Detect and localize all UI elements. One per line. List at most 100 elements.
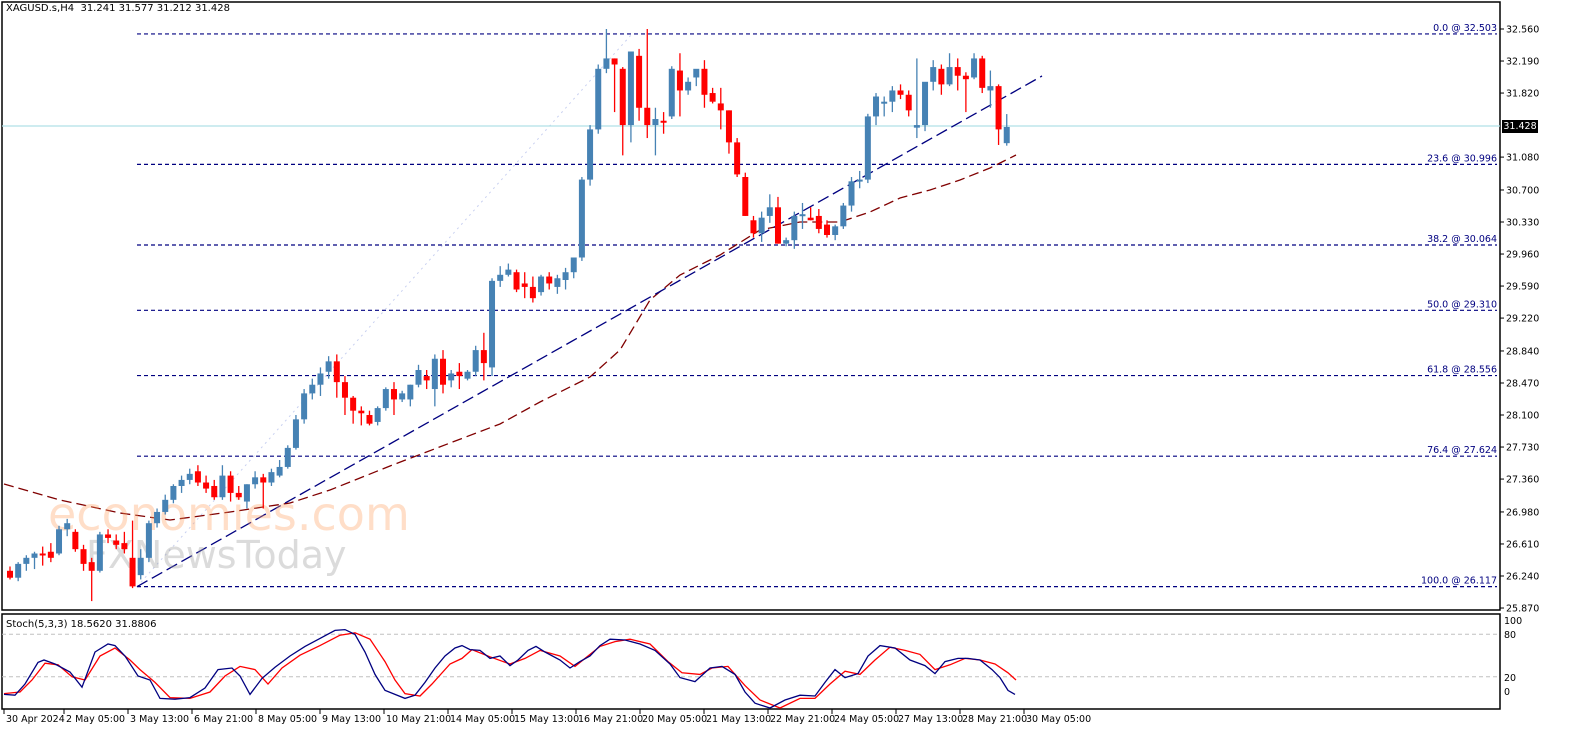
candle — [513, 269, 520, 293]
candle — [497, 266, 504, 287]
fib-level-label: 61.8 @ 28.556 — [1427, 365, 1497, 376]
candle — [824, 220, 830, 238]
candle — [1003, 114, 1010, 146]
candle — [464, 370, 471, 381]
candle — [676, 53, 683, 117]
candle — [317, 367, 324, 396]
candle — [64, 518, 71, 537]
candle — [668, 66, 675, 120]
candle — [840, 202, 847, 229]
time-tick: 30 May 05:00 — [1026, 714, 1091, 725]
candle — [783, 237, 790, 247]
fib-level-label: 38.2 @ 30.064 — [1427, 234, 1497, 245]
fib-level-label: 100.0 @ 26.117 — [1421, 576, 1497, 587]
candle — [350, 395, 357, 424]
symbol-label: XAGUSD.s,H4 — [6, 3, 75, 14]
price-tick: 29.590 — [1506, 282, 1539, 293]
time-tick: 16 May 21:00 — [578, 714, 643, 725]
candle — [538, 274, 545, 296]
candle — [873, 93, 880, 126]
time-tick: 27 May 13:00 — [898, 714, 963, 725]
candle — [799, 202, 806, 229]
candle — [570, 257, 577, 279]
candle — [889, 86, 896, 113]
candle — [644, 29, 651, 139]
fib-level-label: 0.0 @ 32.503 — [1433, 23, 1497, 34]
candle — [587, 125, 594, 186]
candle — [235, 485, 242, 500]
time-tick: 2 May 05:00 — [66, 714, 125, 725]
stochastic-oscillator: 100 80 20 0 — [2, 616, 1522, 709]
time-tick: 14 May 05:00 — [450, 714, 515, 725]
candle — [72, 529, 79, 552]
price-tick: 31.080 — [1506, 153, 1539, 164]
candle — [971, 53, 978, 80]
candle — [701, 60, 708, 108]
candle — [121, 531, 128, 554]
candle — [709, 87, 716, 104]
candle — [954, 58, 961, 91]
candle — [145, 520, 152, 563]
candle — [905, 90, 912, 117]
price-tick: 30.700 — [1506, 185, 1539, 196]
candle — [742, 172, 749, 216]
candle — [897, 84, 904, 100]
candle — [243, 484, 250, 509]
stoch-level-label: 0 — [1504, 687, 1510, 698]
price-tick: 31.820 — [1506, 89, 1539, 100]
stoch-level-label: 20 — [1504, 673, 1516, 684]
time-tick: 10 May 21:00 — [386, 714, 451, 725]
candle — [399, 390, 406, 403]
candle — [856, 170, 863, 189]
candle — [341, 376, 348, 416]
candle — [627, 51, 634, 143]
candle — [881, 96, 888, 117]
time-tick: 8 May 05:00 — [258, 714, 317, 725]
time-tick: 3 May 13:00 — [130, 714, 189, 725]
candle — [595, 64, 602, 134]
candle — [194, 465, 201, 486]
price-tick: 32.190 — [1506, 57, 1539, 68]
candle — [864, 113, 871, 184]
candle — [962, 72, 969, 113]
candle — [938, 64, 945, 95]
candle — [366, 410, 373, 426]
candle — [80, 544, 87, 571]
candle — [480, 332, 487, 381]
candle — [333, 354, 340, 398]
candle — [489, 278, 496, 377]
candle — [603, 29, 610, 74]
candle — [390, 382, 397, 416]
candle — [693, 68, 700, 87]
time-tick: 9 May 13:00 — [322, 714, 381, 725]
price-tick: 26.980 — [1506, 507, 1539, 518]
price-tick: 26.610 — [1506, 539, 1539, 550]
candle — [774, 196, 781, 244]
chart-title: XAGUSD.s,H4 31.241 31.577 31.212 31.428 — [6, 3, 230, 14]
price-tick: 29.960 — [1506, 250, 1539, 261]
price-tick: 28.840 — [1506, 346, 1539, 357]
candle — [154, 508, 161, 528]
price-tick: 26.240 — [1506, 571, 1539, 582]
candle — [39, 546, 46, 566]
candle — [848, 177, 855, 212]
candle — [203, 475, 210, 493]
candle — [521, 272, 528, 299]
candle — [374, 406, 381, 426]
time-axis: 30 Apr 2024 2 May 05:00 3 May 13:00 6 May 2… — [3, 709, 1091, 725]
price-tick: 27.730 — [1506, 443, 1539, 454]
fib-level-label: 50.0 @ 29.310 — [1427, 299, 1497, 310]
candle — [276, 460, 283, 478]
candle — [717, 87, 724, 130]
current-price-marker: 31.428 — [1502, 120, 1538, 133]
main-chart-frame — [1, 1, 1501, 611]
candle — [96, 531, 103, 573]
candle — [685, 77, 692, 95]
candle — [456, 363, 463, 390]
candle — [995, 84, 1002, 145]
candle — [913, 58, 920, 139]
candle — [23, 555, 30, 571]
candle — [268, 468, 275, 486]
candle — [284, 445, 291, 469]
